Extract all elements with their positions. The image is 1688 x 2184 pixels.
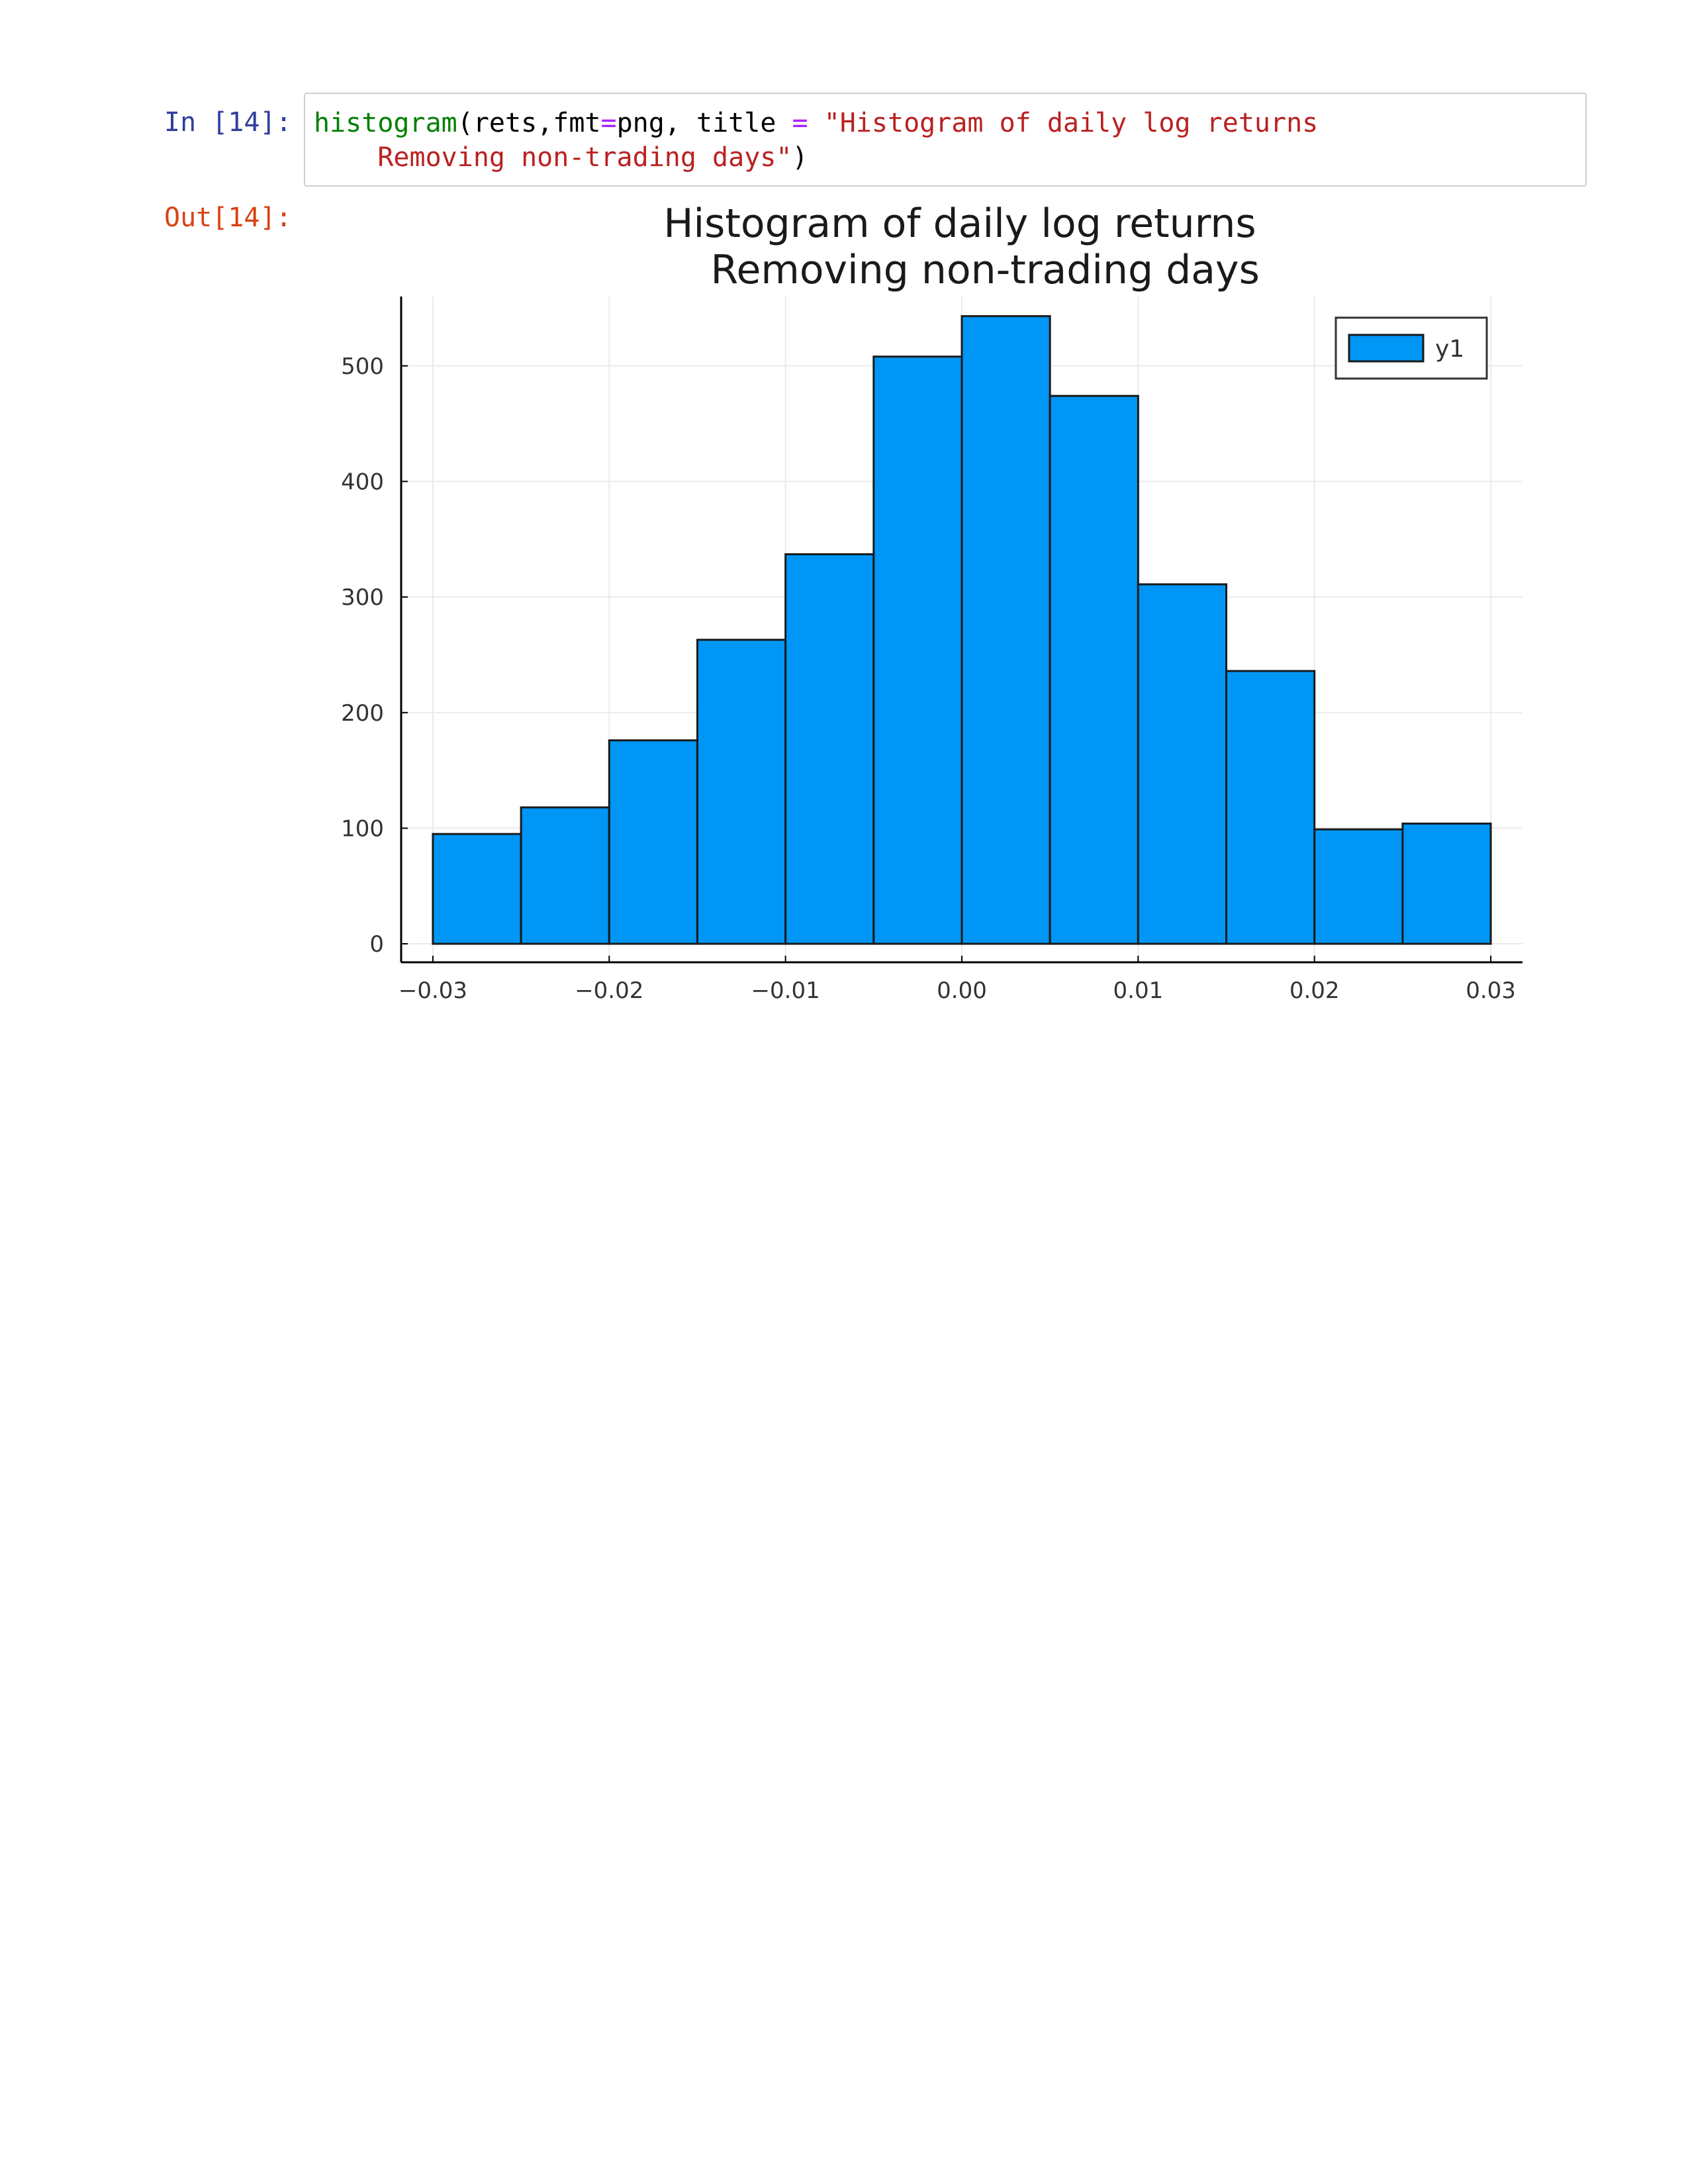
- histogram-bar: [961, 315, 1051, 945]
- chart-title-line1: Histogram of daily log returns: [663, 201, 1256, 247]
- x-tick-label: −0.01: [751, 978, 820, 1004]
- code-operator: =: [600, 108, 617, 138]
- y-tick-label: 400: [341, 469, 384, 495]
- histogram-bar: [1049, 394, 1139, 945]
- legend-box: [1335, 316, 1488, 380]
- histogram-bars: [432, 315, 1492, 945]
- x-tick-label: −0.02: [575, 978, 643, 1004]
- x-tick-label: 0.01: [1113, 978, 1164, 1004]
- x-tick-label: 0.00: [937, 978, 987, 1004]
- input-prompt: In [14]:: [164, 107, 292, 138]
- histogram-bar: [608, 739, 698, 945]
- code-args-mid: png, title: [616, 108, 792, 138]
- code-operator: =: [792, 108, 808, 138]
- y-tick-label: 300: [341, 584, 384, 611]
- code-text: histogram(rets,fmt=png, title = "Histogr…: [314, 106, 1318, 175]
- grid-lines: [401, 296, 1523, 962]
- output-prompt: Out[14]:: [164, 203, 292, 233]
- legend-swatch: [1348, 334, 1425, 363]
- legend-label: y1: [1435, 336, 1464, 363]
- histogram-bar: [872, 355, 963, 945]
- y-tick-label: 500: [341, 353, 384, 380]
- histogram-bar: [432, 833, 522, 945]
- x-tick-label: 0.03: [1466, 978, 1516, 1004]
- y-tick-label: 0: [369, 931, 384, 958]
- axes: [400, 296, 1523, 964]
- x-tick-label: −0.03: [399, 978, 467, 1004]
- histogram-bar: [1401, 822, 1492, 945]
- y-tick-label: 100: [341, 815, 384, 842]
- code-cell[interactable]: histogram(rets,fmt=png, title = "Histogr…: [304, 93, 1587, 187]
- histogram-bar: [1137, 583, 1228, 945]
- histogram-bar: [784, 553, 875, 945]
- code-space: [808, 108, 824, 138]
- histogram-bar: [1225, 670, 1316, 945]
- histogram-bar: [520, 806, 610, 945]
- x-tick-label: 0.02: [1289, 978, 1340, 1004]
- code-args-start: (rets,fmt: [457, 108, 601, 138]
- histogram-bar: [696, 639, 787, 945]
- tick-labels: −0.03 −0.02 −0.01 0.00 0.01 0.02 0.03 0 100 200 30…: [341, 353, 1516, 1004]
- code-function-name: histogram: [314, 108, 457, 138]
- y-tick-label: 200: [341, 700, 384, 727]
- legend: y1: [1335, 316, 1488, 380]
- code-close-paren: ): [792, 142, 808, 173]
- code-string-line2: Removing non-trading days": [314, 142, 792, 173]
- code-string-line1: "Histogram of daily log returns: [823, 108, 1319, 138]
- chart-title-line2: Removing non-trading days: [660, 247, 1260, 293]
- histogram-bar: [1313, 828, 1404, 945]
